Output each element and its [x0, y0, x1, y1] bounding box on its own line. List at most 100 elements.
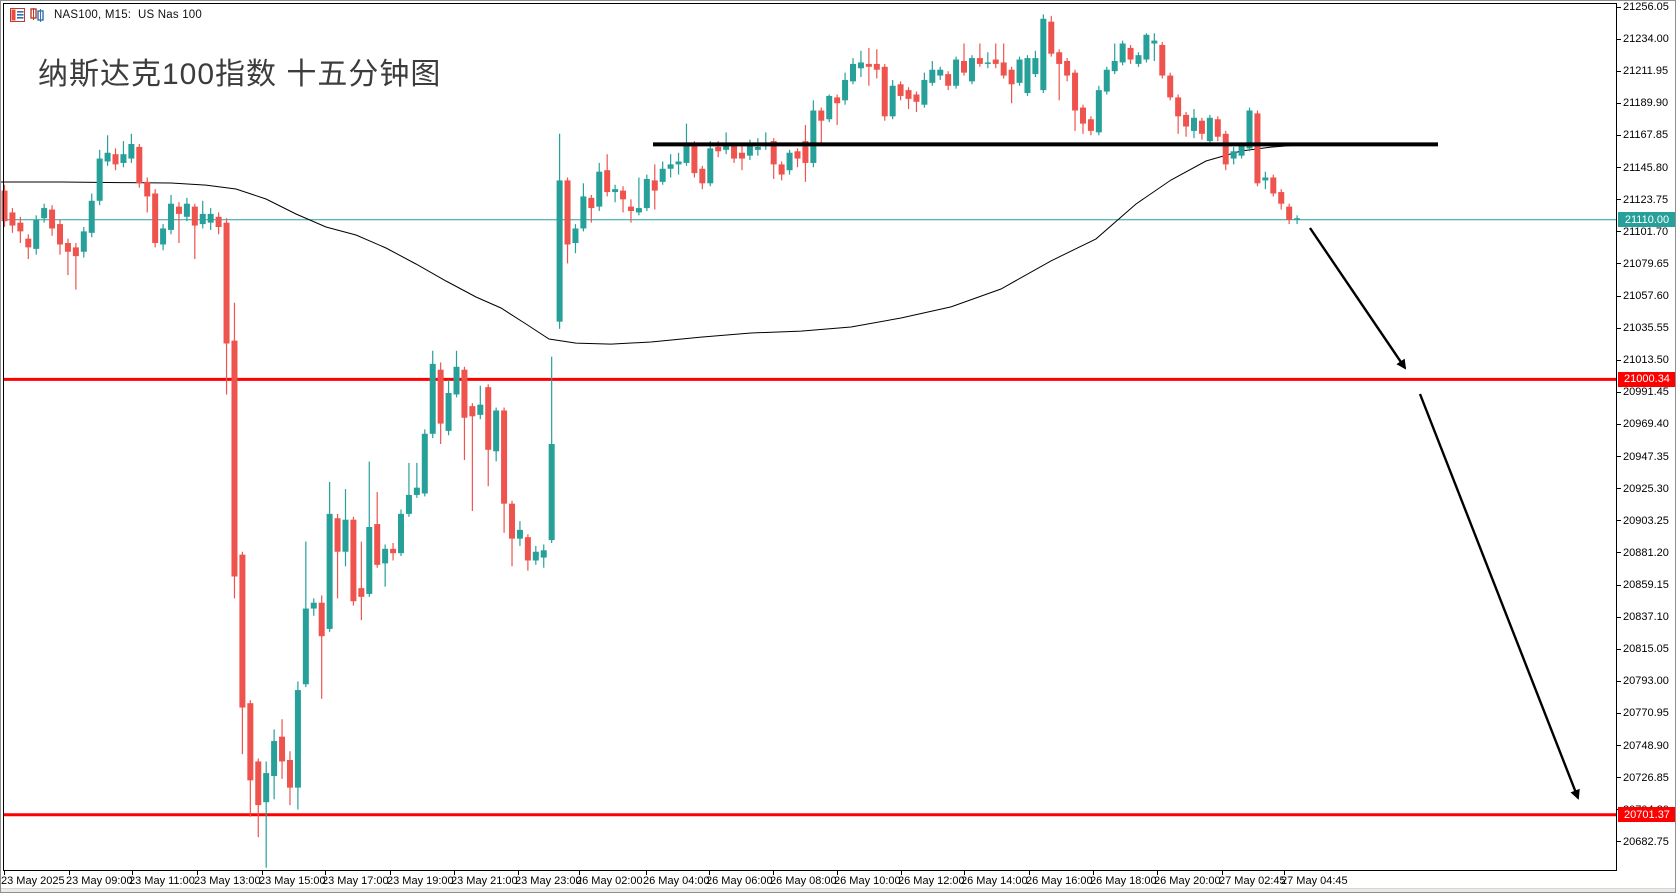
candle-body — [786, 152, 793, 171]
time-tick-mark — [132, 871, 133, 875]
price-chart[interactable] — [1, 1, 1617, 871]
candle-body — [1270, 177, 1277, 194]
price-tick-mark — [1617, 745, 1621, 747]
price-tick-mark — [1617, 841, 1621, 843]
candle-body — [921, 79, 928, 105]
time-tick-label: 26 May 20:00 — [1154, 875, 1221, 887]
candle-body — [413, 487, 420, 495]
price-tick-mark — [1617, 231, 1621, 233]
price-tick-label: 21013.50 — [1617, 354, 1675, 366]
candle-body — [778, 164, 785, 175]
candle-body — [429, 363, 436, 434]
time-tick-mark — [579, 871, 580, 875]
time-tick-label: 26 May 08:00 — [770, 875, 837, 887]
price-tick-label: 20947.35 — [1617, 451, 1675, 463]
time-tick-mark — [390, 871, 391, 875]
candle-body — [247, 703, 254, 781]
candle-body — [1072, 72, 1079, 111]
current-price-badge: 21110.00 — [1618, 212, 1675, 228]
time-axis[interactable]: 23 May 2025 23 May 09:00 23 May 11:00 23 Ma… — [1, 871, 1675, 890]
price-tick-mark — [1617, 102, 1621, 104]
candle-body — [540, 550, 547, 558]
candle-body — [1167, 75, 1174, 98]
candle-body — [294, 690, 301, 788]
time-tick-mark — [69, 871, 70, 875]
candle-body — [445, 393, 452, 431]
price-tick-label: 20903.25 — [1617, 515, 1675, 527]
price-tick-mark — [1617, 38, 1621, 40]
candle-body — [310, 602, 317, 609]
candle-body — [810, 110, 817, 163]
candle-body — [1087, 119, 1094, 131]
candle-body — [49, 209, 56, 229]
candle-body — [1175, 97, 1182, 117]
time-tick-label: 23 May 17:00 — [322, 875, 389, 887]
candle-body — [199, 213, 206, 225]
candle-body — [128, 143, 135, 159]
candle-body — [620, 190, 627, 200]
candle-body — [152, 193, 159, 244]
price-tick-mark — [1617, 648, 1621, 650]
time-tick-label: 23 May 19:00 — [387, 875, 454, 887]
candle-body — [461, 369, 468, 418]
candle-body — [1286, 206, 1293, 220]
candle-body — [350, 519, 357, 602]
projection-arrow-2[interactable] — [1418, 393, 1580, 800]
candle-body — [532, 551, 539, 561]
candle-body — [366, 526, 373, 594]
time-tick-label: 26 May 04:00 — [643, 875, 710, 887]
chart-window-icon[interactable] — [30, 8, 45, 22]
price-tick-label: 21256.05 — [1617, 1, 1675, 13]
candle-body — [1262, 177, 1269, 181]
candle-body — [398, 513, 404, 554]
candle-body — [976, 58, 983, 64]
price-tick-label: 21189.90 — [1617, 97, 1675, 109]
candle-body — [715, 146, 722, 152]
candle-body — [1191, 117, 1197, 131]
candle-body — [818, 110, 825, 121]
time-tick-label: 27 May 04:45 — [1281, 875, 1348, 887]
time-tick-mark — [518, 871, 519, 875]
time-tick-mark — [964, 871, 965, 875]
candle-body — [683, 143, 690, 163]
price-tick-label: 21079.65 — [1617, 258, 1675, 270]
candle-body — [580, 196, 587, 229]
candle-body — [1119, 43, 1126, 63]
price-tick-mark — [1617, 456, 1621, 458]
price-axis[interactable]: 21256.05 21234.00 21211.95 21189.90 21167.85… — [1617, 1, 1675, 871]
candle-body — [168, 203, 175, 230]
candle-body — [635, 208, 642, 213]
candle-body — [564, 180, 571, 245]
time-tick-mark — [197, 871, 198, 875]
candle-body — [1238, 145, 1245, 156]
price-tick-label: 20815.05 — [1617, 643, 1675, 655]
candle-body — [175, 206, 182, 214]
time-tick-mark — [4, 871, 5, 875]
candle-body — [358, 588, 365, 597]
price-tick-label: 20881.20 — [1617, 547, 1675, 559]
candle-body — [263, 773, 270, 803]
price-tick-label: 21035.55 — [1617, 322, 1675, 334]
candle-body — [596, 171, 603, 207]
candle-body — [1135, 55, 1142, 64]
candle-body — [731, 145, 738, 159]
candle-body — [33, 219, 40, 249]
time-tick-mark — [454, 871, 455, 875]
candle-body — [160, 228, 167, 245]
candle-body — [1230, 151, 1237, 159]
candle-body — [279, 736, 286, 762]
time-tick-mark — [709, 871, 710, 875]
candle-body — [112, 154, 119, 165]
market-watch-icon[interactable] — [10, 8, 25, 22]
candle-body — [913, 94, 920, 102]
price-tick-label: 21145.80 — [1617, 162, 1675, 174]
time-tick-label: 26 May 18:00 — [1090, 875, 1157, 887]
candle-body — [1095, 90, 1102, 133]
candle-body — [72, 247, 79, 257]
candle-body — [1294, 218, 1301, 220]
candle-body — [873, 63, 880, 70]
candle-body — [1032, 58, 1039, 75]
candle-body — [984, 62, 991, 64]
projection-arrow-1[interactable] — [1309, 227, 1407, 370]
candle-body — [675, 161, 682, 165]
